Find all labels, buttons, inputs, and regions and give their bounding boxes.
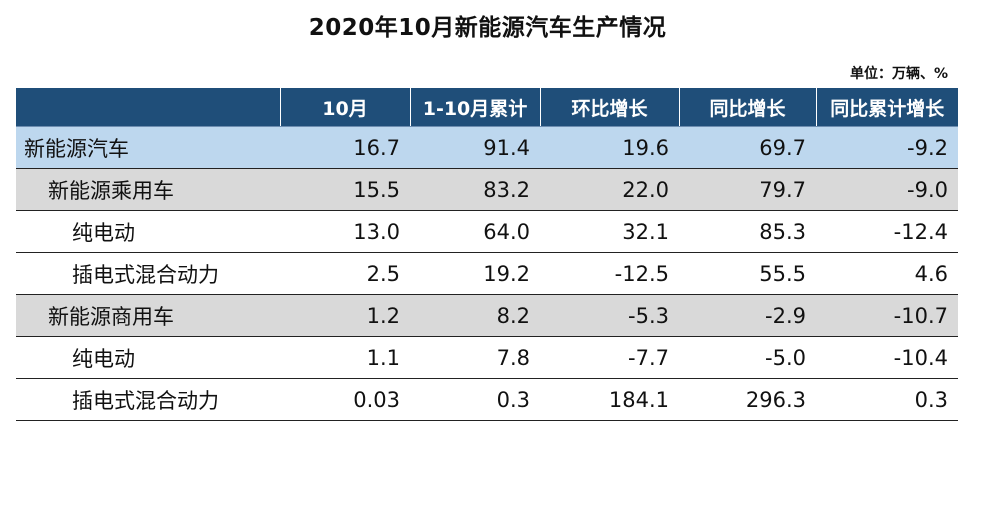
cell-yoy-growth: -5.0 (679, 336, 816, 379)
cell-october: 0.03 (280, 378, 410, 421)
header-cell-category (16, 88, 281, 127)
table-row: 纯电动 13.0 64.0 32.1 85.3 -12.4 (16, 210, 958, 253)
page-title: 2020年10月新能源汽车生产情况 (308, 15, 667, 41)
cell-yoy-growth: 85.3 (679, 210, 816, 253)
cell-mom-growth: -5.3 (540, 294, 679, 337)
production-table: 10月 1-10月累计 环比增长 同比增长 同比累计增长 新能源汽车 16.7 91… (16, 88, 958, 421)
cell-yoy-growth: 69.7 (679, 126, 816, 169)
cell-mom-growth: 184.1 (540, 378, 679, 421)
cell-ytd-yoy-growth: -10.4 (816, 336, 958, 379)
cell-yoy-growth: 296.3 (679, 378, 816, 421)
cell-october: 15.5 (280, 168, 410, 211)
cell-mom-growth: -12.5 (540, 252, 679, 295)
cell-ytd-yoy-growth: -9.2 (816, 126, 958, 169)
table-row: 纯电动 1.1 7.8 -7.7 -5.0 -10.4 (16, 336, 958, 379)
cell-ytd: 7.8 (410, 336, 540, 379)
cell-ytd-yoy-growth: -12.4 (816, 210, 958, 253)
cell-october: 1.1 (280, 336, 410, 379)
cell-mom-growth: 19.6 (540, 126, 679, 169)
header-cell-october: 10月 (280, 88, 411, 127)
row-label: 新能源汽车 (16, 126, 280, 169)
table-row: 新能源商用车 1.2 8.2 -5.3 -2.9 -10.7 (16, 294, 958, 337)
table-body: 新能源汽车 16.7 91.4 19.6 69.7 -9.2 新能源乘用车 15.5 83.2 2… (16, 126, 958, 421)
row-label: 纯电动 (16, 336, 280, 379)
cell-ytd: 64.0 (410, 210, 540, 253)
cell-ytd-yoy-growth: -9.0 (816, 168, 958, 211)
cell-ytd: 0.3 (410, 378, 540, 421)
cell-ytd-yoy-growth: 4.6 (816, 252, 958, 295)
table-row: 新能源乘用车 15.5 83.2 22.0 79.7 -9.0 (16, 168, 958, 211)
cell-october: 16.7 (280, 126, 410, 169)
cell-october: 1.2 (280, 294, 410, 337)
table-row: 插电式混合动力 0.03 0.3 184.1 296.3 0.3 (16, 378, 958, 421)
cell-yoy-growth: -2.9 (679, 294, 816, 337)
cell-mom-growth: 22.0 (540, 168, 679, 211)
cell-yoy-growth: 79.7 (679, 168, 816, 211)
cell-ytd-yoy-growth: 0.3 (816, 378, 958, 421)
cell-october: 2.5 (280, 252, 410, 295)
cell-ytd: 8.2 (410, 294, 540, 337)
cell-ytd: 19.2 (410, 252, 540, 295)
cell-ytd: 83.2 (410, 168, 540, 211)
cell-ytd: 91.4 (410, 126, 540, 169)
row-label: 新能源商用车 (16, 294, 280, 337)
cell-mom-growth: -7.7 (540, 336, 679, 379)
header-cell-mom-growth: 环比增长 (540, 88, 680, 127)
header-row: 10月 1-10月累计 环比增长 同比增长 同比累计增长 (16, 88, 958, 127)
header-cell-yoy-growth: 同比增长 (679, 88, 817, 127)
table-row: 新能源汽车 16.7 91.4 19.6 69.7 -9.2 (16, 126, 958, 169)
row-label: 新能源乘用车 (16, 168, 280, 211)
table-header: 10月 1-10月累计 环比增长 同比增长 同比累计增长 (16, 88, 958, 127)
unit-note: 单位：万辆、% (849, 66, 948, 82)
cell-ytd-yoy-growth: -10.7 (816, 294, 958, 337)
cell-yoy-growth: 55.5 (679, 252, 816, 295)
header-cell-ytd: 1-10月累计 (410, 88, 541, 127)
row-label: 插电式混合动力 (16, 378, 280, 421)
cell-mom-growth: 32.1 (540, 210, 679, 253)
table-row: 插电式混合动力 2.5 19.2 -12.5 55.5 4.6 (16, 252, 958, 295)
row-label: 纯电动 (16, 210, 280, 253)
row-label: 插电式混合动力 (16, 252, 280, 295)
cell-october: 13.0 (280, 210, 410, 253)
header-cell-ytd-yoy-growth: 同比累计增长 (816, 88, 958, 127)
